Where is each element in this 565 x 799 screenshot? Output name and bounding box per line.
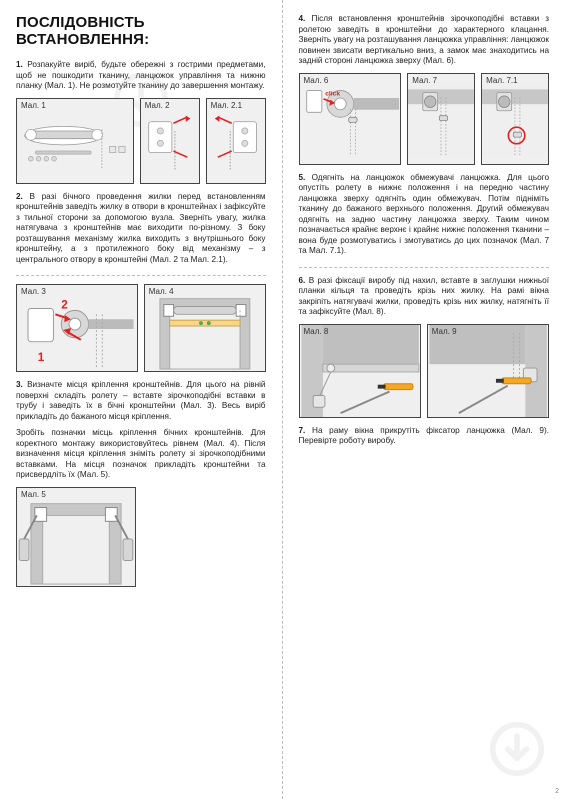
fig-label-2: Мал. 2: [145, 101, 170, 110]
page-title: ПОСЛІДОВНІСТЬ ВСТАНОВЛЕННЯ:: [16, 14, 266, 48]
step-2-text: 2. В разі бічного проведення жилки перед…: [16, 192, 266, 266]
fig-label-9: Мал. 9: [432, 327, 457, 336]
fig-label-7: Мал. 7: [412, 76, 437, 85]
figure-7-1: Мал. 7.1: [481, 73, 549, 165]
figure-4: Мал. 4: [144, 284, 266, 372]
step-6-text: 6. В разі фіксації виробу під нахил, вст…: [299, 276, 550, 318]
figure-1: Мал. 1: [16, 98, 134, 184]
figure-2: Мал. 2: [140, 98, 200, 184]
fig-label-2-1: Мал. 2.1: [211, 101, 242, 110]
step-3a-text: 3. Визначте місця кріплення кронштейнів.…: [16, 380, 266, 422]
figure-7: Мал. 7: [407, 73, 475, 165]
step-5-text: 5. Одягніть на ланцюжок обмежувачі ланцю…: [299, 173, 550, 257]
step-4-text: 4. Після встановлення кронштейнів зірочк…: [299, 14, 550, 67]
fig-label-3: Мал. 3: [21, 287, 46, 296]
figure-6: Мал. 6 click: [299, 73, 402, 165]
svg-text:click: click: [325, 90, 340, 97]
divider-2: [299, 267, 550, 268]
fig-label-7-1: Мал. 7.1: [486, 76, 517, 85]
fig-label-1: Мал. 1: [21, 101, 46, 110]
step-3b-text: Зробіть позначки місць кріплення бічних …: [16, 428, 266, 481]
step-7-text: 7. На раму вікна прикрутіть фіксатор лан…: [299, 426, 550, 447]
figure-3: Мал. 3 2 1: [16, 284, 138, 372]
figure-2-1: Мал. 2.1: [206, 98, 266, 184]
svg-text:2: 2: [61, 298, 68, 311]
figure-8: Мал. 8: [299, 324, 421, 418]
divider: [16, 275, 266, 276]
fig-label-6: Мал. 6: [304, 76, 329, 85]
fig-label-4: Мал. 4: [149, 287, 174, 296]
figure-5: Мал. 5: [16, 487, 136, 587]
figure-9: Мал. 9: [427, 324, 549, 418]
page-number: 2: [555, 788, 559, 795]
fig-label-8: Мал. 8: [304, 327, 329, 336]
fig-label-5: Мал. 5: [21, 490, 46, 499]
svg-text:1: 1: [38, 351, 45, 364]
